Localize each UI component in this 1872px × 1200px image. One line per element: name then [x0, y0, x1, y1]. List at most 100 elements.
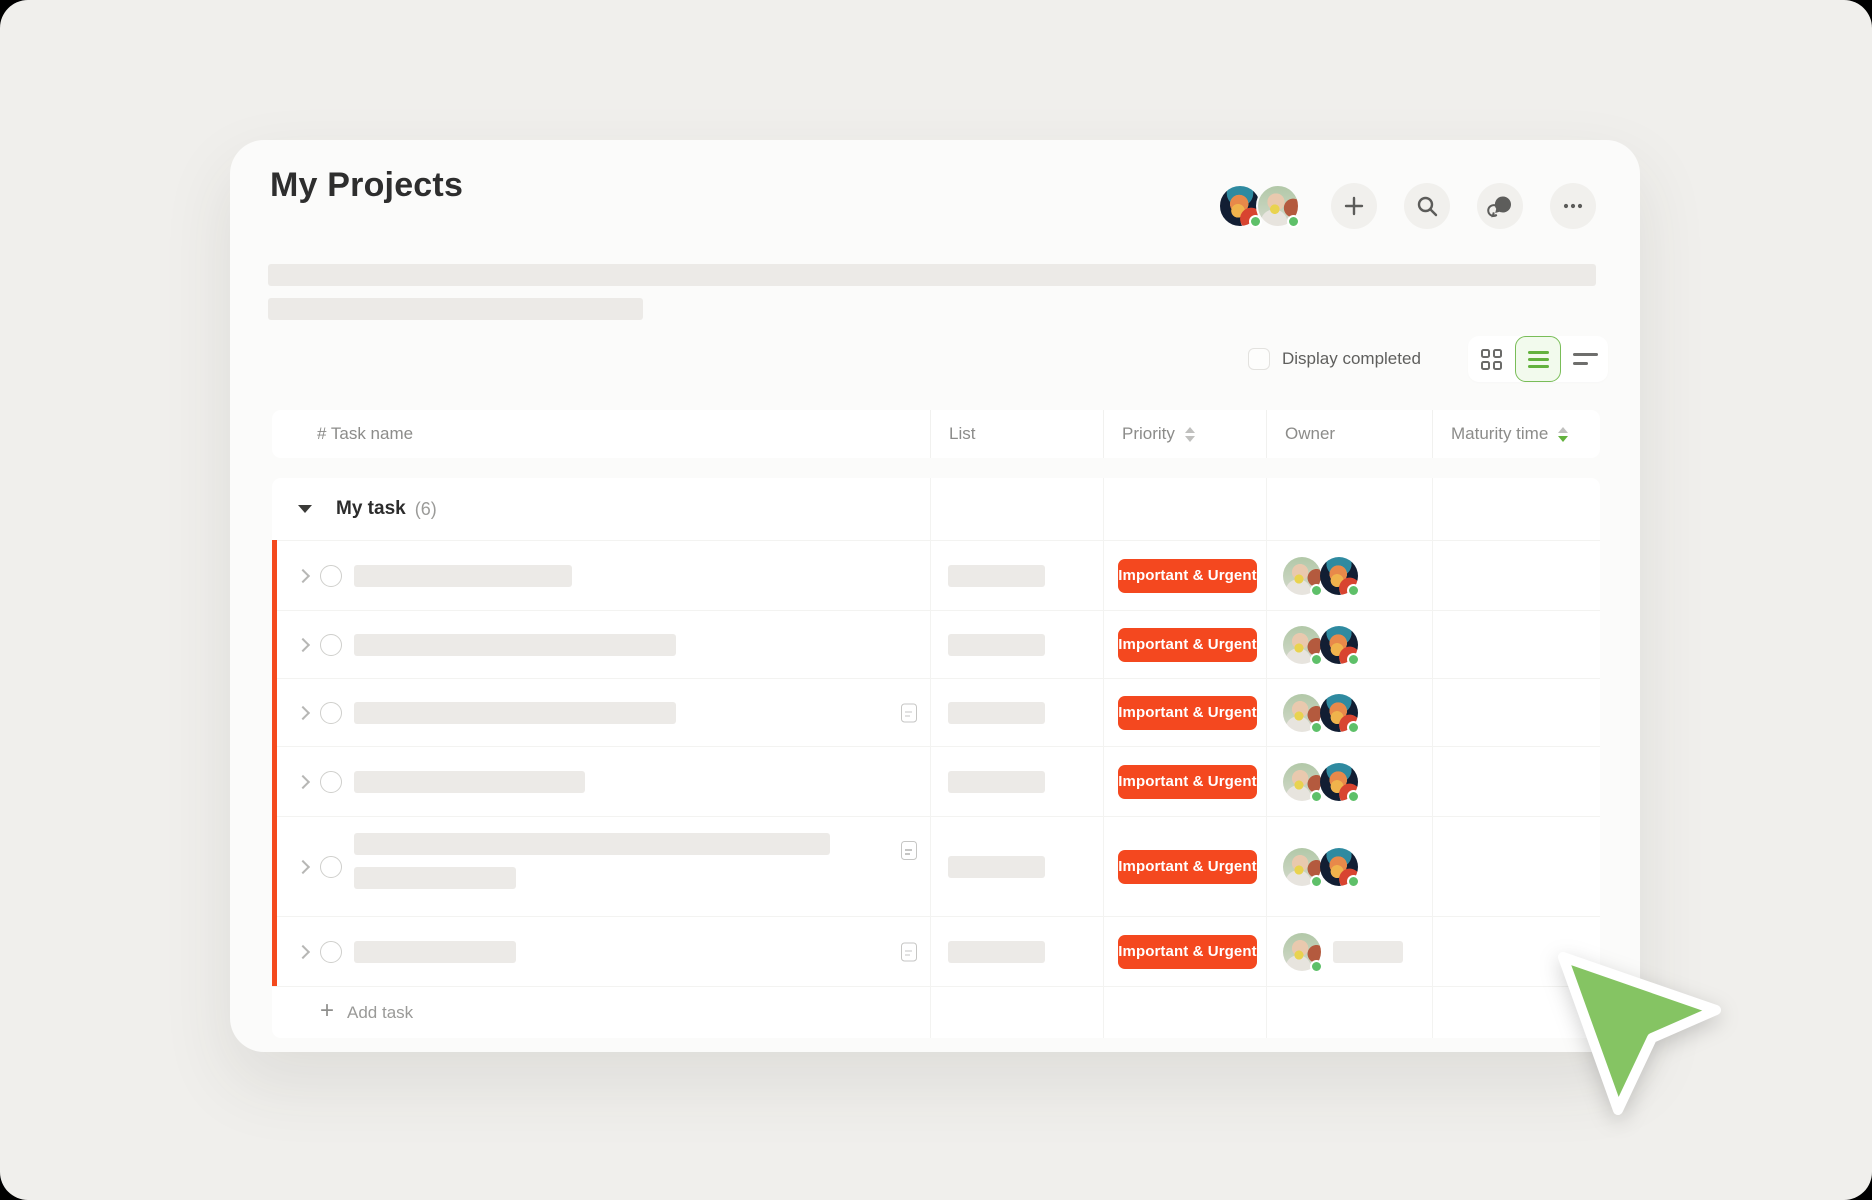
list-view-icon — [1527, 350, 1549, 368]
owner-cell — [1283, 847, 1360, 888]
task-row[interactable]: Important & Urgent — [272, 746, 1600, 816]
online-status-dot — [1347, 583, 1360, 597]
expand-chevron-icon[interactable] — [295, 944, 311, 959]
avatar-user-baby[interactable] — [1283, 932, 1323, 973]
projects-card: My Projects — [230, 140, 1640, 1052]
column-header-task-name: # Task name — [317, 424, 414, 443]
list-skeleton — [948, 855, 1045, 878]
list-controls: Display completed — [230, 336, 1640, 382]
avatar-user-anime[interactable] — [1320, 625, 1360, 666]
task-row[interactable]: Important & Urgent — [272, 916, 1600, 986]
note-icon — [901, 703, 917, 722]
online-status-dot — [1310, 583, 1323, 597]
task-row[interactable]: Important & Urgent — [272, 816, 1600, 916]
avatar-user-anime[interactable] — [1320, 847, 1360, 888]
task-group-header[interactable]: My task (6) — [272, 478, 1600, 540]
priority-badge[interactable]: Important & Urgent — [1118, 764, 1257, 799]
view-list-button[interactable] — [1515, 336, 1561, 382]
priority-badge[interactable]: Important & Urgent — [1118, 558, 1257, 593]
task-title-skeleton — [354, 633, 676, 656]
display-completed-checkbox[interactable] — [1248, 348, 1270, 370]
add-task-row[interactable]: + Add task — [272, 986, 1600, 1038]
owner-cell — [1283, 625, 1360, 666]
avatar-user-anime[interactable] — [1320, 693, 1360, 734]
avatar-user-baby[interactable] — [1283, 556, 1323, 597]
list-skeleton — [948, 940, 1045, 963]
owner-cell — [1283, 556, 1360, 597]
task-row[interactable]: Important & Urgent — [272, 678, 1600, 746]
add-button[interactable] — [1331, 183, 1377, 229]
view-grid-button[interactable] — [1468, 336, 1514, 382]
collapse-triangle-icon[interactable] — [298, 505, 312, 513]
owner-cell — [1283, 932, 1403, 973]
complete-task-circle[interactable] — [320, 564, 342, 587]
online-status-dot — [1310, 959, 1323, 973]
column-header-priority[interactable]: Priority — [1103, 410, 1266, 458]
column-divider — [930, 478, 931, 1038]
avatar-user-baby[interactable] — [1256, 184, 1300, 228]
avatar-user-anime[interactable] — [1320, 556, 1360, 597]
avatar-user-baby[interactable] — [1283, 847, 1323, 888]
view-switcher — [1468, 336, 1608, 382]
ellipsis-icon — [1563, 203, 1583, 209]
priority-badge[interactable]: Important & Urgent — [1118, 627, 1257, 662]
task-title-skeleton — [354, 940, 516, 963]
owner-cell — [1283, 693, 1360, 734]
avatar-user-baby[interactable] — [1283, 625, 1323, 666]
expand-chevron-icon[interactable] — [295, 774, 311, 789]
owner-skeleton — [1333, 940, 1403, 963]
note-icon — [901, 942, 917, 961]
messages-button[interactable] — [1477, 183, 1523, 229]
expand-chevron-icon[interactable] — [295, 568, 311, 583]
add-task-label: Add task — [347, 1002, 414, 1022]
priority-badge[interactable]: Important & Urgent — [1118, 849, 1257, 884]
sort-arrows-icon[interactable] — [1184, 426, 1195, 442]
task-title-skeleton — [354, 770, 585, 793]
expand-chevron-icon[interactable] — [295, 637, 311, 652]
complete-task-circle[interactable] — [320, 701, 342, 724]
sort-arrows-icon[interactable] — [1558, 426, 1569, 442]
list-skeleton — [948, 770, 1045, 793]
complete-task-circle[interactable] — [320, 940, 342, 963]
column-header-maturity-time[interactable]: Maturity time — [1432, 410, 1600, 458]
view-timeline-button[interactable] — [1562, 336, 1608, 382]
task-row[interactable]: Important & Urgent — [272, 610, 1600, 678]
column-divider — [1266, 478, 1267, 1038]
avatar-user-baby[interactable] — [1283, 693, 1323, 734]
online-status-dot — [1310, 874, 1323, 888]
display-completed-control: Display completed — [1248, 336, 1421, 382]
grid-view-icon — [1480, 348, 1502, 370]
description-skeleton-line-2 — [268, 298, 643, 320]
online-status-dot — [1347, 720, 1360, 734]
priority-badge[interactable]: Important & Urgent — [1118, 934, 1257, 969]
avatar-user-anime[interactable] — [1218, 184, 1262, 228]
group-count: (6) — [414, 498, 437, 519]
expand-chevron-icon[interactable] — [295, 705, 311, 720]
display-completed-label[interactable]: Display completed — [1282, 349, 1421, 368]
search-button[interactable] — [1404, 183, 1450, 229]
search-icon — [1417, 196, 1438, 217]
complete-task-circle[interactable] — [320, 855, 342, 878]
complete-task-circle[interactable] — [320, 633, 342, 656]
column-header-owner: Owner — [1266, 410, 1432, 458]
plus-icon — [1344, 196, 1364, 216]
complete-task-circle[interactable] — [320, 770, 342, 793]
avatar-user-anime[interactable] — [1320, 762, 1360, 803]
avatar-user-baby[interactable] — [1283, 762, 1323, 803]
online-status-dot — [1310, 720, 1323, 734]
column-divider — [1103, 478, 1104, 1038]
priority-badge[interactable]: Important & Urgent — [1118, 695, 1257, 730]
expand-chevron-icon[interactable] — [295, 859, 311, 874]
task-title-skeleton — [354, 867, 516, 889]
list-skeleton — [948, 564, 1045, 587]
member-avatars — [1218, 184, 1300, 228]
list-skeleton — [948, 633, 1045, 656]
table-header: # Task name List Priority Owner Maturity… — [272, 410, 1600, 458]
task-row[interactable]: Important & Urgent — [272, 540, 1600, 610]
online-status-dot — [1347, 652, 1360, 666]
task-title-skeleton — [354, 564, 572, 587]
online-status-dot — [1347, 874, 1360, 888]
more-button[interactable] — [1550, 183, 1596, 229]
online-status-dot — [1287, 215, 1300, 228]
column-divider — [1432, 478, 1433, 1038]
